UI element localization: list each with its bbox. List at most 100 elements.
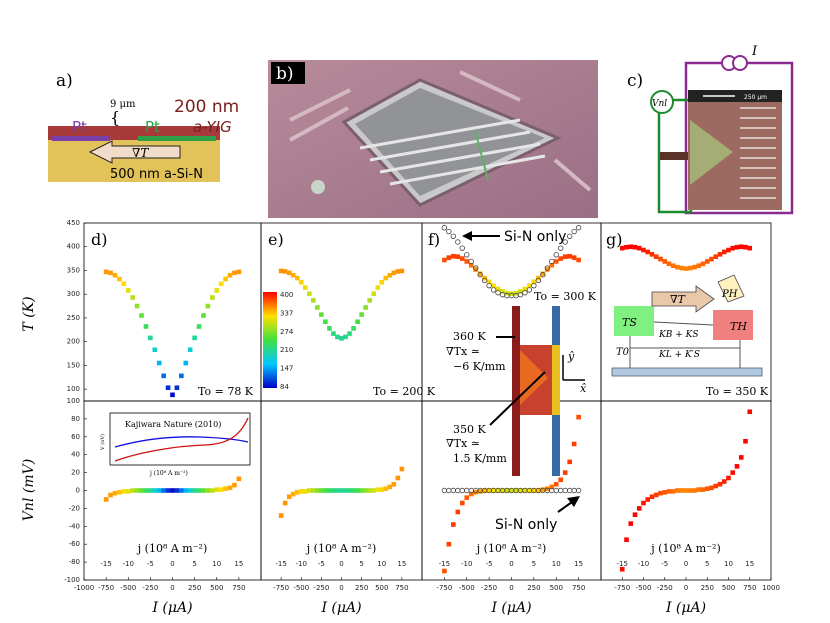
data-point-g	[700, 487, 706, 492]
data-point-g	[734, 464, 740, 469]
data-point-f	[491, 283, 496, 288]
data-point-g	[747, 245, 753, 251]
sin-only-top: Si-N only	[504, 229, 566, 245]
y-tick-bottom: 80	[71, 415, 80, 423]
inset-curve-red	[114, 417, 249, 462]
data-point-d	[103, 269, 109, 275]
data-point-f	[518, 488, 523, 493]
data-point-e	[319, 488, 324, 493]
data-point-d	[139, 313, 144, 318]
data-point-g	[653, 492, 659, 498]
data-point-sin-f	[490, 287, 497, 293]
axis-triad: ŷ x̂	[562, 350, 587, 395]
data-point-g	[687, 265, 693, 271]
data-point-g	[730, 470, 736, 475]
data-point-e	[311, 298, 316, 303]
data-point-e	[335, 334, 340, 340]
x-tick-f: 250	[527, 584, 540, 592]
data-point-f	[536, 488, 541, 493]
data-point-sin-f	[446, 487, 452, 494]
data-point-e	[282, 500, 288, 506]
y-tick-bottom: 0	[76, 487, 80, 495]
data-point-e	[383, 486, 389, 492]
pt-right-strip	[138, 136, 216, 141]
x-axis-label-g: I (μA)	[665, 600, 706, 616]
x-tick-d: -750	[98, 584, 114, 592]
j-tick-g: -5	[661, 560, 668, 568]
data-point-f	[459, 500, 465, 506]
bridge-4	[389, 154, 546, 186]
inset-ylabel: V (nV)	[99, 434, 106, 451]
data-point-sin-f	[553, 252, 559, 258]
sin-only-bottom-arrowhead	[567, 496, 580, 507]
data-point-d	[196, 488, 202, 493]
data-point-g	[675, 264, 680, 270]
y-tick-top: 350	[67, 266, 80, 274]
model-kl-label: KL + K′S	[658, 350, 700, 360]
data-point-g	[713, 254, 719, 260]
data-point-g	[624, 537, 629, 543]
data-point-f	[468, 262, 474, 268]
data-point-e	[319, 312, 324, 317]
data-point-d	[161, 373, 166, 379]
data-point-sin-f	[526, 287, 533, 293]
j-tick-e: 5	[359, 560, 363, 568]
x-tick-e: 500	[375, 584, 388, 592]
j-tick-g: 15	[745, 560, 754, 568]
j-tick-g: -10	[638, 560, 649, 568]
particle	[311, 180, 325, 194]
data-point-f	[558, 477, 564, 483]
data-point-d	[187, 488, 193, 493]
data-point-g	[747, 409, 753, 415]
model-power-icon	[717, 274, 745, 303]
panel-b: b)	[268, 60, 598, 218]
data-point-d	[134, 488, 140, 493]
data-point-d	[148, 335, 153, 341]
data-point-f	[455, 254, 461, 260]
data-point-f	[545, 486, 550, 492]
j-tick-f: 5	[532, 560, 536, 568]
sin-label: 500 nm a-Si-N	[110, 167, 203, 182]
data-point-e	[395, 475, 401, 481]
panel-b-label: b)	[276, 64, 294, 84]
plot-frame-f-top	[421, 222, 602, 402]
data-point-f	[473, 489, 478, 495]
data-point-f	[513, 488, 519, 493]
data-point-sin-f	[495, 290, 501, 296]
data-point-f	[477, 489, 483, 494]
lead-1	[289, 88, 351, 122]
current-source-ring-2	[732, 55, 748, 71]
data-point-f	[459, 256, 465, 261]
gradient-arrow	[88, 140, 181, 164]
data-point-d	[170, 488, 175, 493]
data-point-f	[522, 286, 528, 292]
data-point-g	[628, 244, 634, 250]
data-point-d	[179, 488, 184, 493]
x-tick-d: -250	[142, 584, 158, 592]
sim-left-leg	[512, 306, 520, 476]
data-point-sin-f	[486, 282, 492, 289]
bridge-green	[474, 129, 489, 181]
model-cold-block	[614, 306, 654, 336]
sim-right-patch	[552, 345, 560, 415]
j-tick-f: -15	[439, 560, 450, 568]
data-point-e	[363, 488, 368, 493]
data-point-e	[298, 489, 304, 494]
j-tick-d: -10	[123, 560, 134, 568]
data-point-e	[367, 488, 372, 493]
data-point-e	[383, 275, 389, 281]
cold-grad-value: 1.5 K/mm	[453, 452, 507, 465]
yig-thickness-label: 200 nm	[174, 97, 239, 117]
data-point-g	[721, 249, 727, 255]
hot-label: 360 K	[453, 330, 486, 343]
data-point-e	[387, 484, 393, 490]
data-point-f	[571, 255, 577, 260]
model-hot-block	[713, 310, 753, 340]
j-axis-label-e: j (10⁸ A m⁻²)	[305, 542, 376, 555]
data-point-d	[130, 295, 135, 300]
data-point-g	[717, 481, 723, 487]
y-tick-bottom: 60	[71, 433, 80, 441]
x-axis-label-d: I (μA)	[151, 600, 192, 616]
data-point-f	[518, 289, 523, 294]
